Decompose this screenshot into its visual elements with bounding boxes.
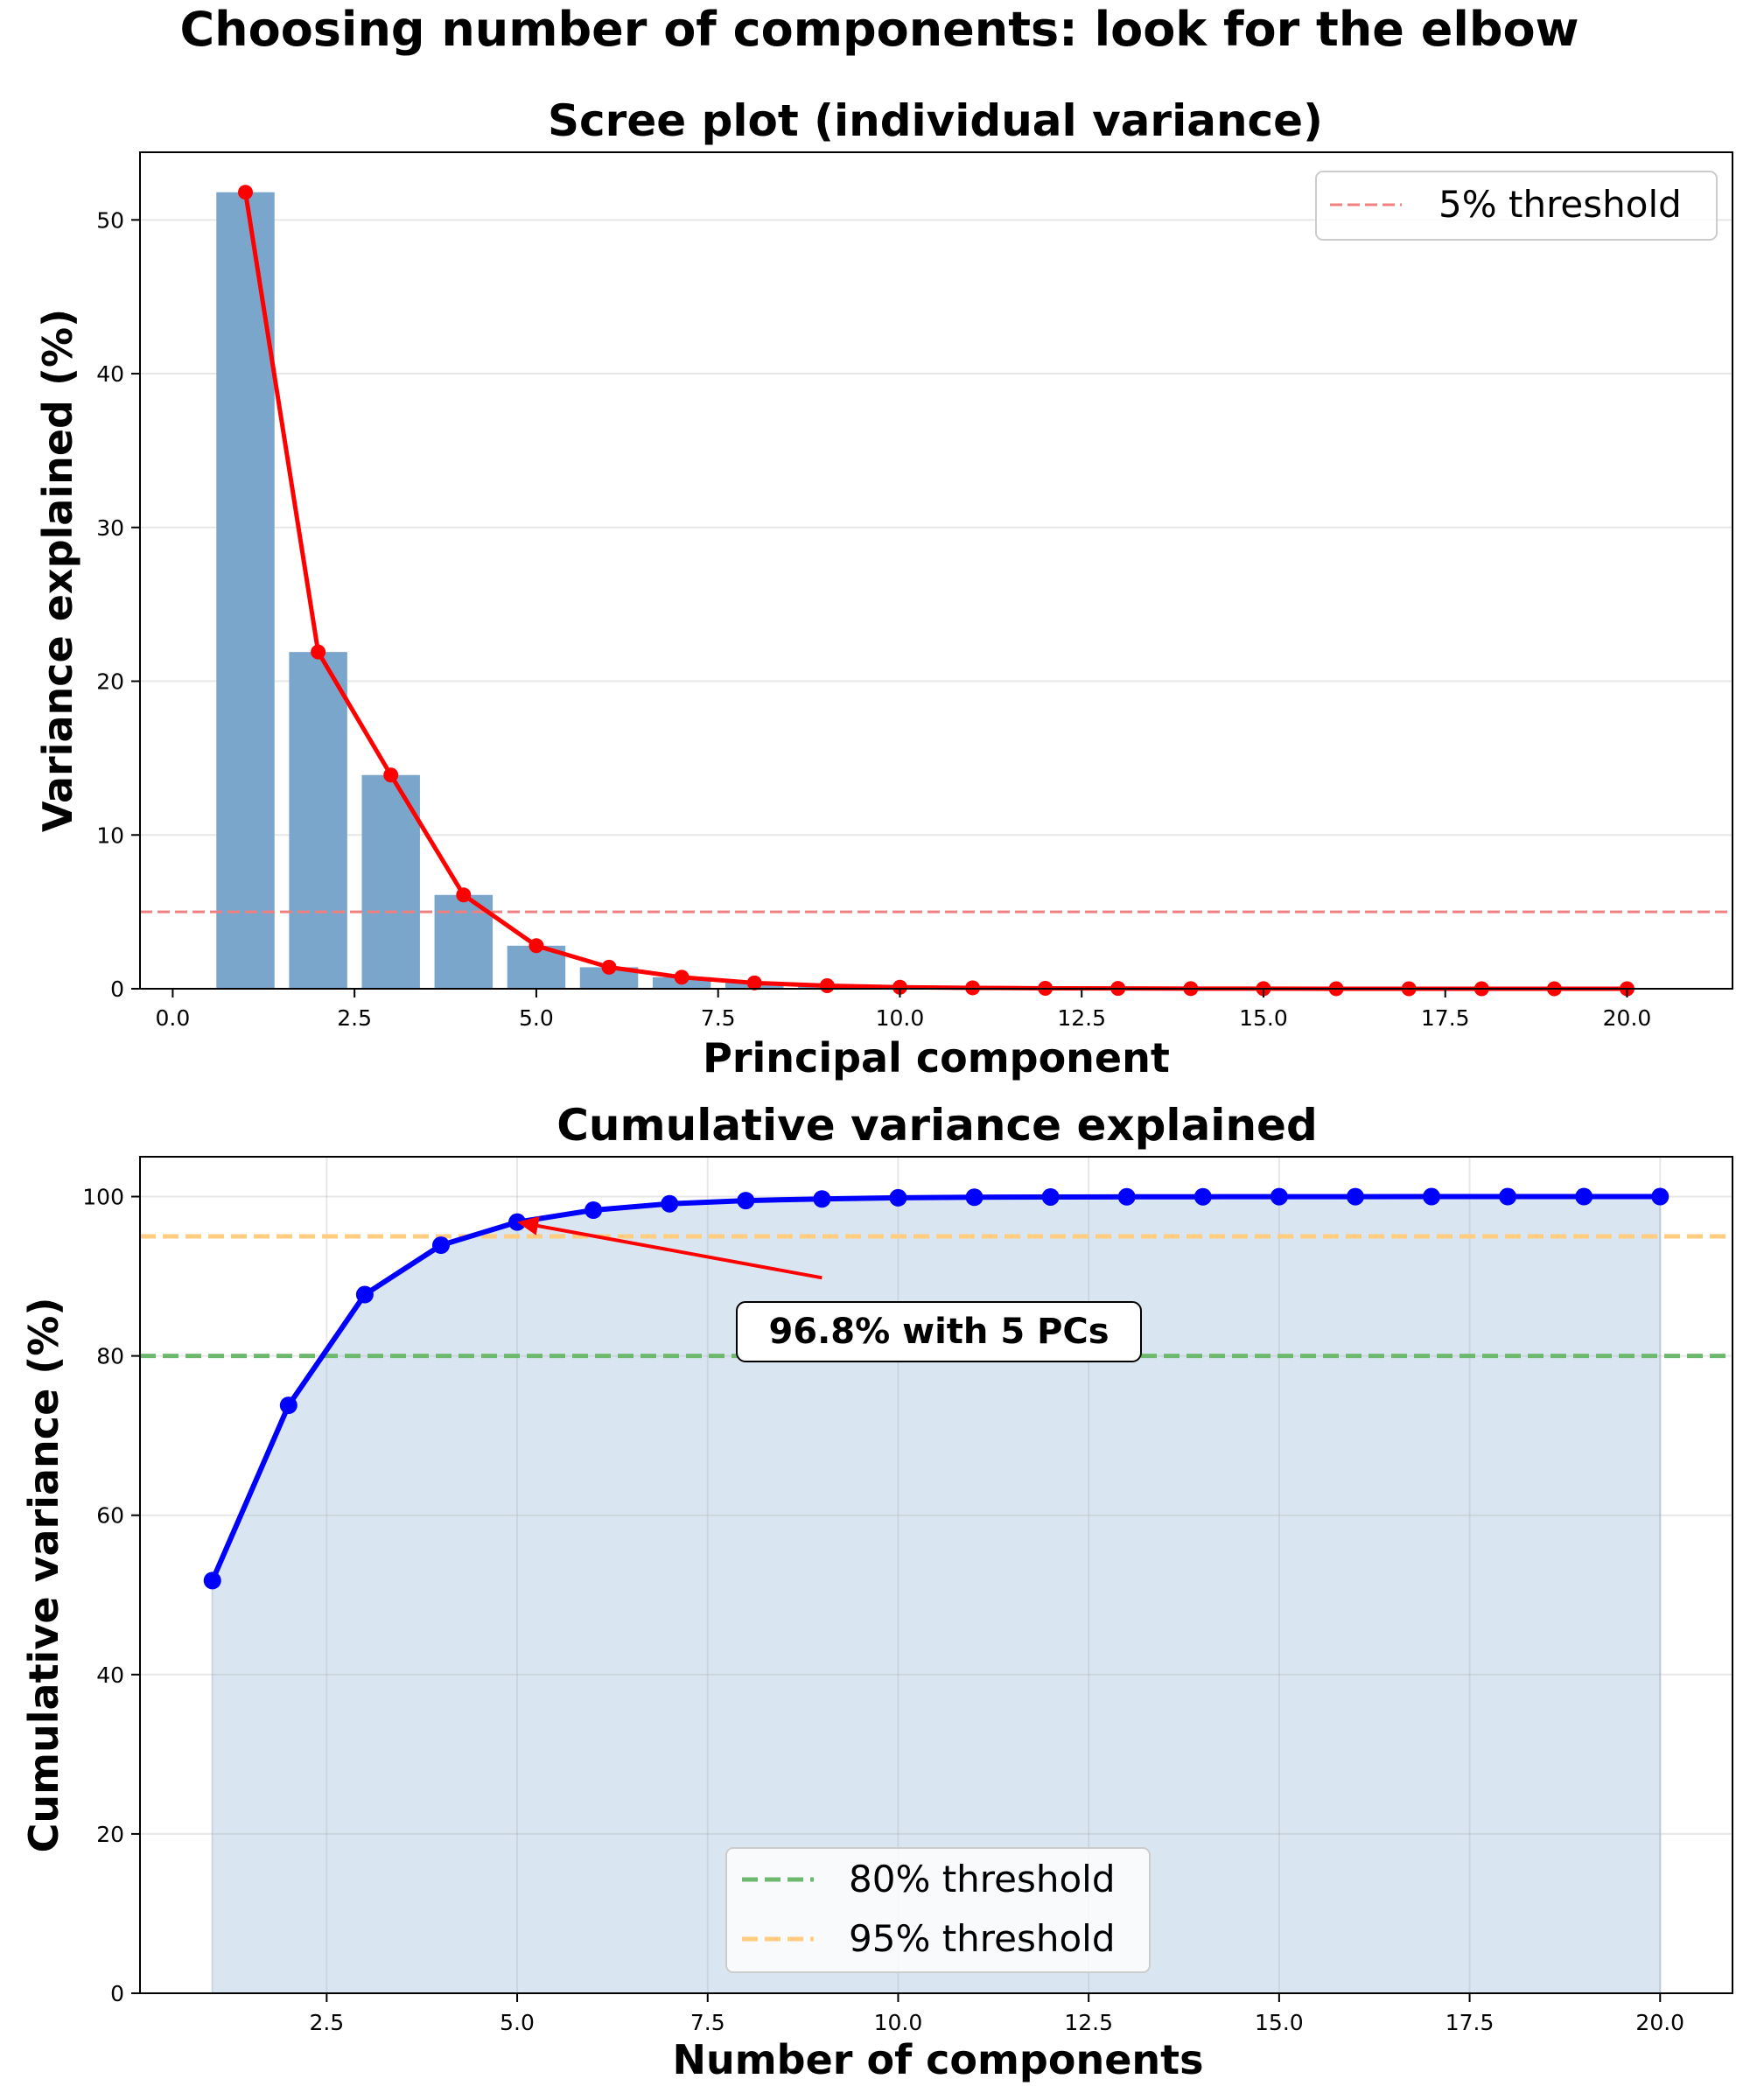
annotation-text: 96.8% with 5 PCs bbox=[768, 1312, 1109, 1352]
cumulative-line bbox=[209, 1194, 1661, 1582]
cumulative-point bbox=[1651, 1187, 1670, 1206]
cumulative-point bbox=[737, 1192, 755, 1210]
cumulative-x-tick-label: 17.5 bbox=[1446, 2010, 1494, 2035]
scree-x-ticks: 0.0 2.5 5.0 7.5 10.0 12.5 15.0 17.5 20.0 bbox=[156, 989, 1652, 1031]
scree-x-tick-label: 12.5 bbox=[1057, 1005, 1106, 1031]
scree-point bbox=[746, 975, 762, 990]
scree-y-label: Variance explained (%) bbox=[34, 309, 81, 832]
scree-point bbox=[892, 979, 907, 995]
scree-point bbox=[819, 977, 835, 993]
annotation: 96.8% with 5 PCs bbox=[517, 1216, 1142, 1362]
scree-x-tick-label: 2.5 bbox=[337, 1005, 372, 1031]
cumulative-point bbox=[813, 1190, 831, 1208]
scree-markers bbox=[238, 185, 1634, 997]
scree-legend: 5% threshold bbox=[1315, 171, 1718, 241]
cumulative-point bbox=[355, 1285, 374, 1304]
scree-point bbox=[674, 970, 690, 985]
scree-point bbox=[311, 644, 326, 660]
scree-point bbox=[238, 185, 254, 200]
scree-point bbox=[456, 887, 472, 903]
cumulative-legend-label-80: 80% threshold bbox=[849, 1858, 1116, 1900]
annotation-arrow bbox=[537, 1224, 822, 1280]
scree-bars bbox=[216, 192, 1584, 990]
cumulative-point bbox=[1194, 1187, 1212, 1206]
cumulative-point bbox=[279, 1396, 298, 1415]
cumulative-plot: Cumulative variance explained 2.5 5.0 7.5 1… bbox=[20, 1100, 1733, 2083]
scree-x-tick-label: 15.0 bbox=[1239, 1005, 1288, 1031]
cumulative-point bbox=[1270, 1187, 1288, 1206]
cumulative-x-tick-label: 5.0 bbox=[500, 2010, 535, 2035]
scree-point bbox=[601, 959, 617, 975]
annotation-arrowhead bbox=[517, 1216, 540, 1236]
cumulative-point bbox=[661, 1194, 679, 1213]
cumulative-point bbox=[1041, 1187, 1060, 1206]
cumulative-x-tick-label: 15.0 bbox=[1255, 2010, 1304, 2035]
cumulative-x-ticks: 2.5 5.0 7.5 10.0 12.5 15.0 17.5 20.0 bbox=[309, 1993, 1684, 2035]
cumulative-legend-label-95: 95% threshold bbox=[849, 1917, 1116, 1960]
scree-x-tick-label: 0.0 bbox=[156, 1005, 191, 1031]
scree-axes-frame bbox=[139, 151, 1733, 990]
cumulative-y-tick-label: 20 bbox=[96, 1822, 124, 1847]
scree-point bbox=[528, 938, 544, 954]
cumulative-axes-frame bbox=[139, 1156, 1733, 1994]
scree-x-tick-label: 10.0 bbox=[876, 1005, 925, 1031]
cumulative-y-ticks: 0 20 40 60 80 100 bbox=[82, 1185, 140, 2006]
scree-point bbox=[383, 767, 399, 783]
cumulative-x-tick-label: 20.0 bbox=[1635, 2010, 1684, 2035]
cumulative-point bbox=[584, 1201, 603, 1220]
cumulative-x-tick-label: 10.0 bbox=[874, 2010, 923, 2035]
scree-legend-box bbox=[1315, 171, 1718, 241]
cumulative-title: Cumulative variance explained bbox=[556, 1100, 1318, 1151]
annotation-box bbox=[736, 1301, 1142, 1362]
scree-y-tick-label: 40 bbox=[96, 361, 124, 387]
cumulative-y-tick-label: 40 bbox=[96, 1662, 124, 1688]
cumulative-point bbox=[1423, 1187, 1441, 1206]
scree-x-tick-label: 20.0 bbox=[1603, 1005, 1652, 1031]
cumulative-point bbox=[431, 1236, 450, 1255]
figure-title: Choosing number of components: look for … bbox=[180, 2, 1579, 57]
cumulative-point bbox=[1575, 1187, 1593, 1206]
cumulative-y-tick-label: 80 bbox=[96, 1344, 124, 1369]
scree-y-ticks: 0 10 20 30 40 50 bbox=[96, 207, 140, 1002]
cumulative-point bbox=[203, 1572, 221, 1590]
cumulative-point bbox=[1346, 1187, 1364, 1206]
cumulative-markers bbox=[203, 1187, 1670, 1590]
scree-y-tick-label: 10 bbox=[96, 822, 124, 848]
scree-plot: Scree plot (individual variance) 0.0 2.5 5… bbox=[34, 95, 1733, 1082]
scree-point bbox=[965, 980, 981, 996]
cumulative-point bbox=[1117, 1187, 1136, 1206]
cumulative-y-tick-label: 60 bbox=[96, 1503, 124, 1529]
scree-x-tick-label: 5.0 bbox=[519, 1005, 554, 1031]
cumulative-x-label: Number of components bbox=[672, 2036, 1203, 2083]
scree-y-tick-label: 50 bbox=[96, 207, 124, 233]
cumulative-point bbox=[1499, 1187, 1517, 1206]
scree-x-tick-label: 17.5 bbox=[1421, 1005, 1470, 1031]
cumulative-legend: 80% threshold 95% threshold bbox=[725, 1847, 1151, 1973]
cumulative-legend-box bbox=[725, 1847, 1151, 1973]
cumulative-x-tick-label: 7.5 bbox=[690, 2010, 725, 2035]
cumulative-point bbox=[965, 1188, 984, 1207]
scree-x-tick-label: 7.5 bbox=[701, 1005, 736, 1031]
scree-y-tick-label: 30 bbox=[96, 515, 124, 541]
cumulative-x-tick-label: 2.5 bbox=[309, 2010, 344, 2035]
scree-bar bbox=[289, 652, 347, 989]
cumulative-y-tick-label: 0 bbox=[110, 1981, 124, 2006]
scree-y-tick-label: 20 bbox=[96, 669, 124, 695]
cumulative-y-tick-label: 100 bbox=[82, 1185, 124, 1210]
scree-x-label: Principal component bbox=[703, 1034, 1170, 1082]
scree-title: Scree plot (individual variance) bbox=[548, 95, 1323, 146]
scree-legend-label-5: 5% threshold bbox=[1438, 183, 1682, 226]
cumulative-point bbox=[889, 1188, 907, 1207]
cumulative-x-tick-label: 12.5 bbox=[1064, 2010, 1113, 2035]
cumulative-y-label: Cumulative variance (%) bbox=[20, 1298, 67, 1853]
scree-y-tick-label: 0 bbox=[110, 976, 124, 1002]
